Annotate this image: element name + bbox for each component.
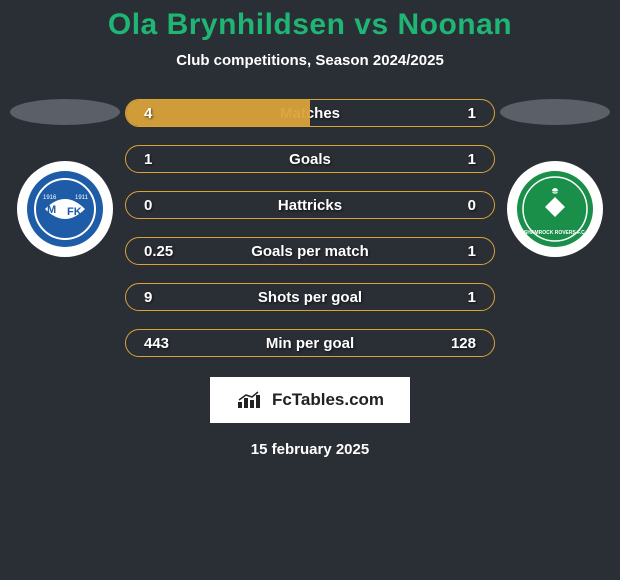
stat-bar: 9Shots per goal1 bbox=[125, 283, 495, 311]
player-ellipse-left bbox=[10, 99, 120, 125]
branding-badge: FcTables.com bbox=[210, 377, 410, 423]
svg-text:1916: 1916 bbox=[43, 195, 57, 201]
club-crest-right: SHAMROCK ROVERS F.C. bbox=[507, 161, 603, 257]
stat-value-left: 1 bbox=[144, 151, 152, 168]
stat-bar: 0.25Goals per match1 bbox=[125, 237, 495, 265]
main-row: M FK 1916 1911 4Matches11Goals10Hattrick… bbox=[0, 99, 620, 357]
stat-value-left: 443 bbox=[144, 335, 169, 352]
stat-label: Min per goal bbox=[126, 335, 494, 352]
svg-text:1911: 1911 bbox=[75, 195, 89, 201]
crest-right-icon: SHAMROCK ROVERS F.C. bbox=[515, 169, 595, 249]
stat-fill-left bbox=[126, 100, 310, 126]
stat-value-right: 1 bbox=[468, 105, 476, 122]
stat-label: Goals bbox=[126, 151, 494, 168]
stat-bar: 443Min per goal128 bbox=[125, 329, 495, 357]
stat-bar: 1Goals1 bbox=[125, 145, 495, 173]
stat-label: Shots per goal bbox=[126, 289, 494, 306]
stats-column: 4Matches11Goals10Hattricks00.25Goals per… bbox=[125, 99, 495, 357]
comparison-infographic: Ola Brynhildsen vs Noonan Club competiti… bbox=[0, 0, 620, 580]
right-column: SHAMROCK ROVERS F.C. bbox=[495, 99, 615, 257]
crest-left-icon: M FK 1916 1911 bbox=[25, 169, 105, 249]
date-label: 15 february 2025 bbox=[251, 441, 369, 458]
stat-value-left: 4 bbox=[144, 105, 152, 122]
stat-value-right: 0 bbox=[468, 197, 476, 214]
stat-bar: 4Matches1 bbox=[125, 99, 495, 127]
svg-text:SHAMROCK ROVERS F.C.: SHAMROCK ROVERS F.C. bbox=[524, 230, 587, 236]
stat-value-left: 0.25 bbox=[144, 243, 173, 260]
left-column: M FK 1916 1911 bbox=[5, 99, 125, 257]
page-title: Ola Brynhildsen vs Noonan bbox=[108, 8, 512, 42]
stat-value-right: 1 bbox=[468, 289, 476, 306]
page-subtitle: Club competitions, Season 2024/2025 bbox=[176, 52, 444, 69]
svg-text:M: M bbox=[47, 204, 56, 216]
stat-value-right: 1 bbox=[468, 151, 476, 168]
stat-label: Hattricks bbox=[126, 197, 494, 214]
player-ellipse-right bbox=[500, 99, 610, 125]
svg-text:FK: FK bbox=[67, 206, 82, 218]
stat-label: Goals per match bbox=[126, 243, 494, 260]
stat-value-right: 128 bbox=[451, 335, 476, 352]
stat-value-left: 9 bbox=[144, 289, 152, 306]
chart-icon bbox=[236, 390, 266, 410]
stat-value-left: 0 bbox=[144, 197, 152, 214]
stat-bar: 0Hattricks0 bbox=[125, 191, 495, 219]
branding-text: FcTables.com bbox=[272, 390, 384, 410]
stat-value-right: 1 bbox=[468, 243, 476, 260]
club-crest-left: M FK 1916 1911 bbox=[17, 161, 113, 257]
